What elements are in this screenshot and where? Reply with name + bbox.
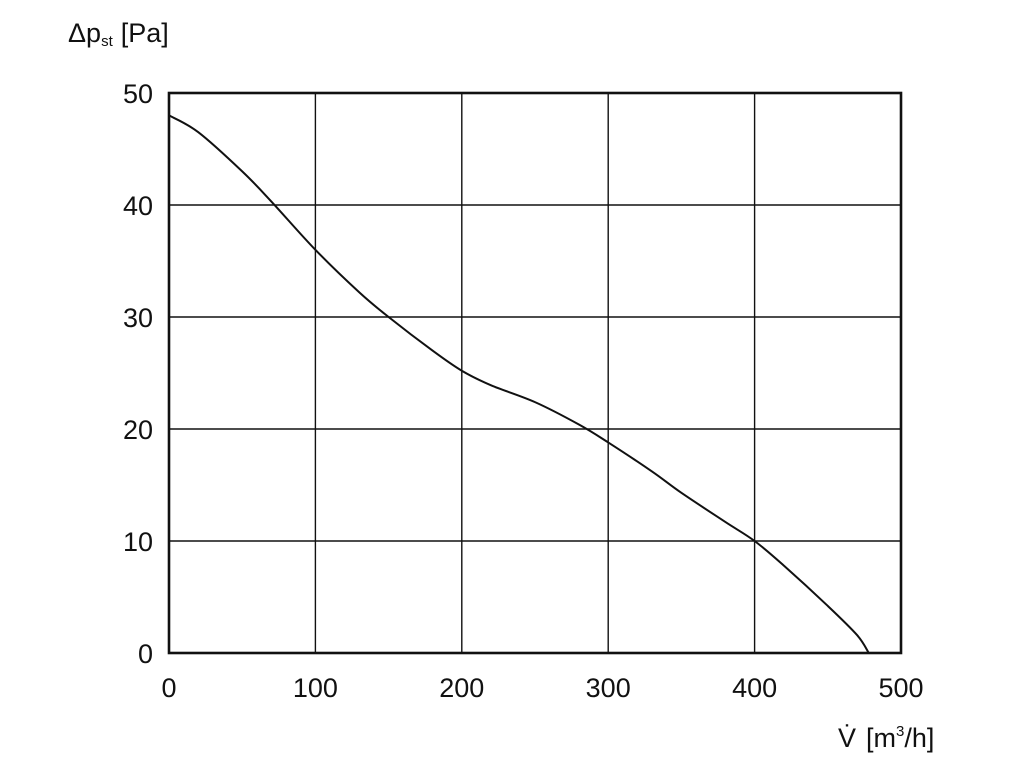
- x-tick-label: 400: [732, 673, 777, 703]
- y-tick-label: 0: [138, 639, 153, 669]
- x-tick-label: 300: [586, 673, 631, 703]
- y-tick-labels: 0 10 20 30 40 50: [123, 79, 153, 669]
- x-tick-label: 200: [439, 673, 484, 703]
- x-axis-label: V̇ [m3/h]: [838, 723, 934, 753]
- plot-frame: [167, 91, 903, 655]
- x-tick-label: 100: [293, 673, 338, 703]
- y-tick-label: 30: [123, 303, 153, 333]
- x-tick-label: 500: [878, 673, 923, 703]
- chart-gridlines: [169, 93, 901, 653]
- y-tick-label: 40: [123, 191, 153, 221]
- y-tick-label: 20: [123, 415, 153, 445]
- y-axis-label: Δpst [Pa]: [68, 18, 169, 50]
- x-tick-label: 0: [161, 673, 176, 703]
- x-tick-labels: 0 100 200 300 400 500: [161, 673, 923, 703]
- y-tick-label: 10: [123, 527, 153, 557]
- characteristic-curve: [168, 114, 870, 654]
- y-tick-label: 50: [123, 79, 153, 109]
